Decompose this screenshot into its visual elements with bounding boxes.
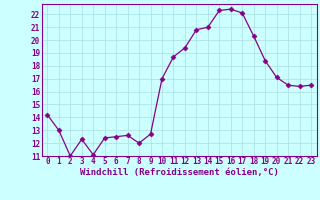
- X-axis label: Windchill (Refroidissement éolien,°C): Windchill (Refroidissement éolien,°C): [80, 168, 279, 177]
